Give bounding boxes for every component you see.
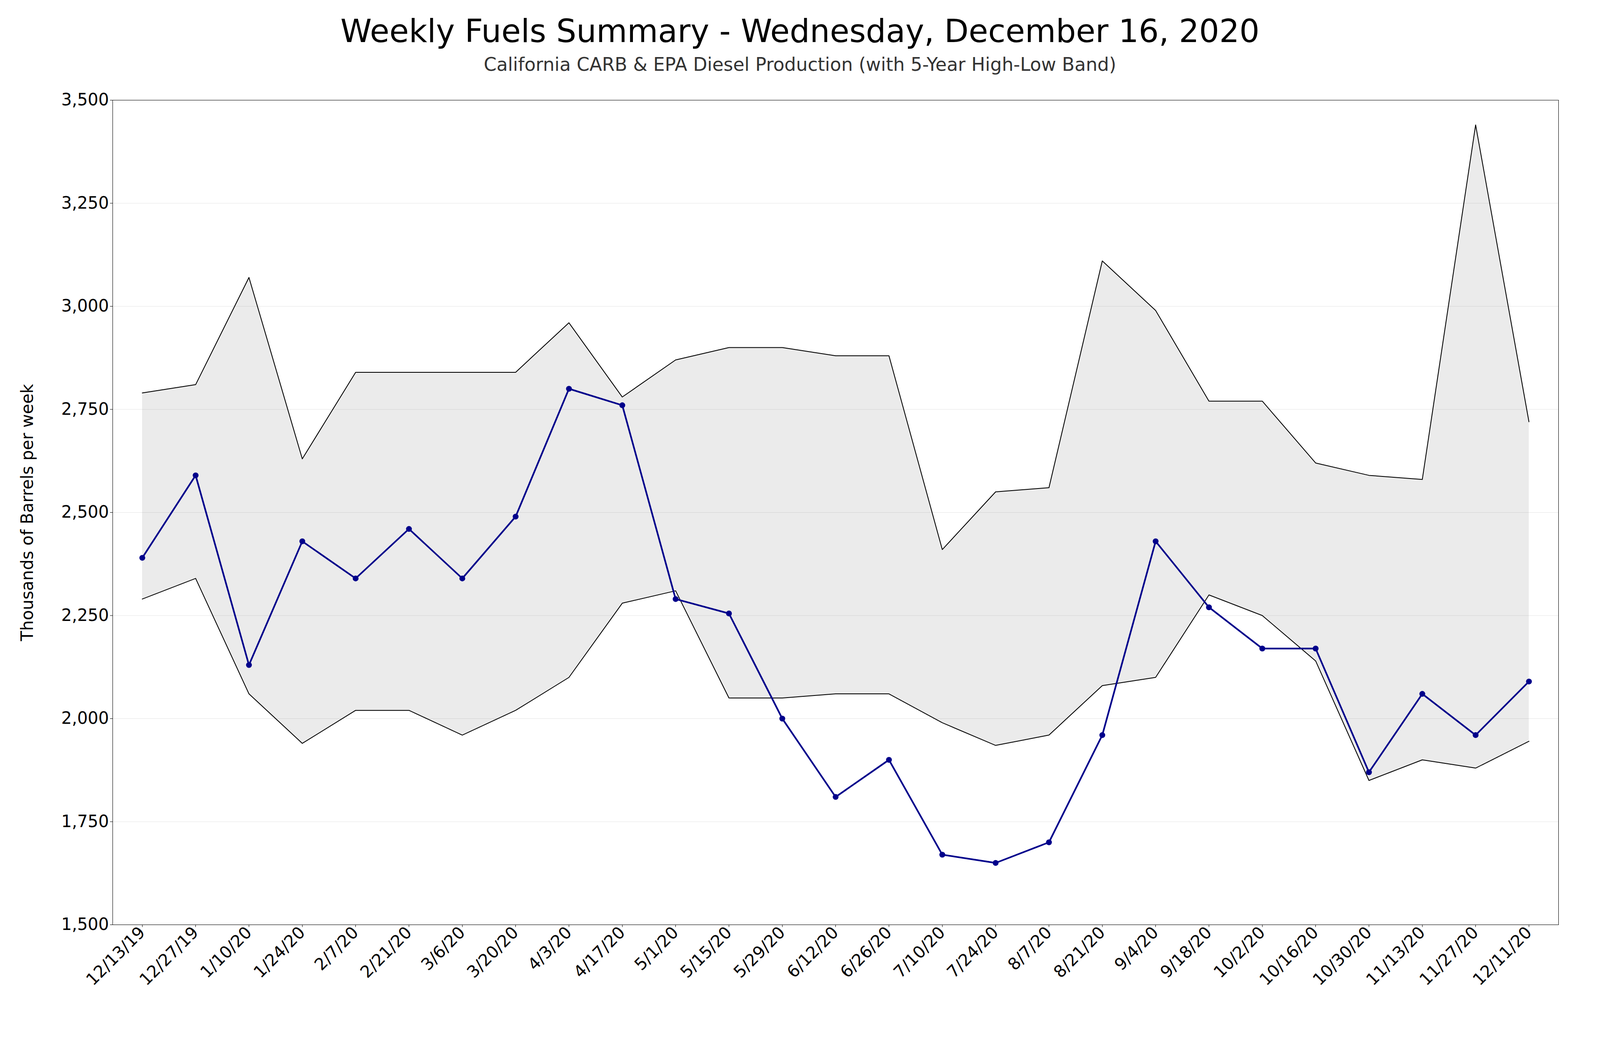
- svg-text:6/12/20: 6/12/20: [782, 922, 843, 983]
- svg-text:Thousands of Barrels per week: Thousands of Barrels per week: [17, 383, 37, 642]
- svg-text:9/18/20: 9/18/20: [1156, 922, 1216, 983]
- svg-text:2/21/20: 2/21/20: [356, 922, 416, 983]
- svg-text:3/6/20: 3/6/20: [417, 922, 469, 975]
- svg-text:12/13/19: 12/13/19: [82, 923, 149, 990]
- html-text:Weekly Fuels Summary - Wednesd: Weekly Fuels Summary - Wednesday, Decemb…: [340, 12, 1260, 50]
- svg-text:3,250: 3,250: [61, 193, 110, 213]
- svg-text:7/10/20: 7/10/20: [889, 922, 949, 983]
- svg-text:10/30/20: 10/30/20: [1308, 923, 1376, 990]
- svg-text:5/1/20: 5/1/20: [630, 922, 683, 975]
- svg-text:2,250: 2,250: [61, 605, 110, 625]
- svg-text:2,500: 2,500: [61, 502, 110, 522]
- svg-text:1/24/20: 1/24/20: [249, 922, 309, 983]
- svg-text:8/21/20: 8/21/20: [1049, 922, 1109, 983]
- svg-text:12/27/19: 12/27/19: [135, 922, 203, 990]
- svg-text:5/15/20: 5/15/20: [676, 922, 736, 983]
- svg-text:5/29/20: 5/29/20: [729, 922, 789, 983]
- svg-text:1,750: 1,750: [61, 812, 110, 832]
- svg-text:1/10/20: 1/10/20: [196, 922, 256, 983]
- svg-text:2,000: 2,000: [61, 708, 110, 728]
- svg-text:3,000: 3,000: [61, 296, 110, 316]
- html-text:California CARB & EPA Diesel P: California CARB & EPA Diesel Production …: [483, 53, 1117, 75]
- svg-text:10/16/20: 10/16/20: [1255, 923, 1323, 990]
- svg-text:6/26/20: 6/26/20: [836, 922, 896, 983]
- svg-text:7/24/20: 7/24/20: [942, 922, 1003, 983]
- svg-text:1,500: 1,500: [61, 915, 110, 935]
- svg-text:2,750: 2,750: [61, 399, 110, 419]
- svg-text:8/7/20: 8/7/20: [1003, 922, 1056, 975]
- svg-text:3,500: 3,500: [61, 90, 110, 110]
- svg-text:11/13/20: 11/13/20: [1362, 923, 1429, 990]
- svg-text:10/2/20: 10/2/20: [1209, 923, 1269, 982]
- svg-text:4/3/20: 4/3/20: [523, 922, 576, 975]
- svg-text:2/7/20: 2/7/20: [310, 922, 363, 975]
- svg-text:3/20/20: 3/20/20: [462, 922, 523, 983]
- svg-text:12/11/20: 12/11/20: [1468, 922, 1536, 990]
- svg-text:11/27/20: 11/27/20: [1415, 923, 1483, 990]
- svg-text:4/17/20: 4/17/20: [569, 922, 629, 983]
- svg-text:9/4/20: 9/4/20: [1110, 922, 1163, 975]
